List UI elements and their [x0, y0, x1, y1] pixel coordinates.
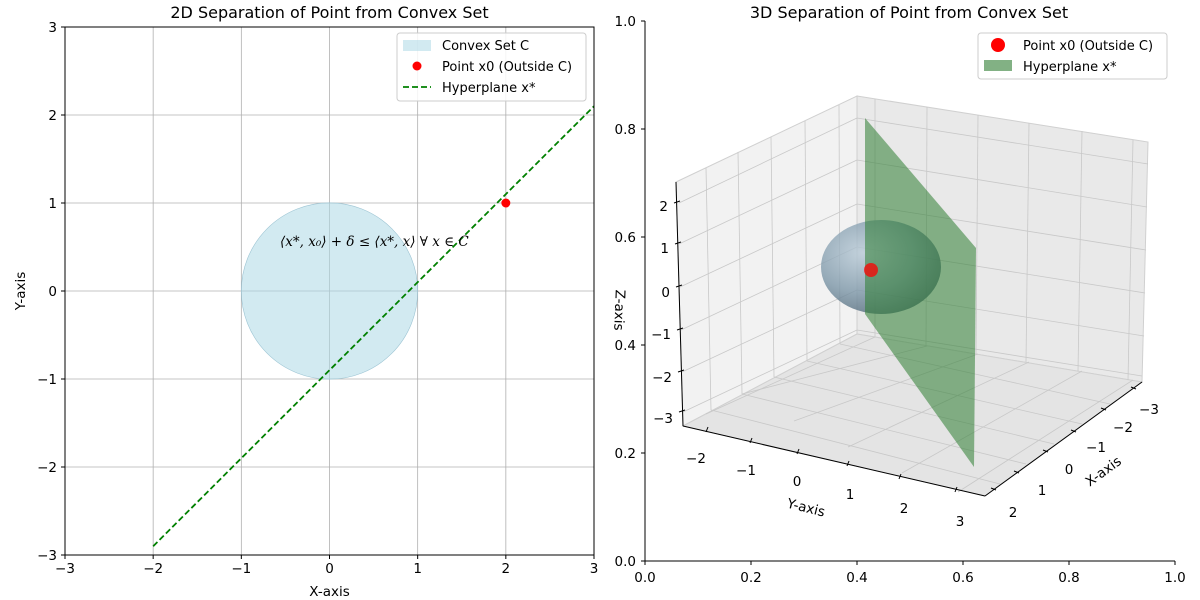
- chart-3d: 3D Separation of Point from Convex Set 0…: [610, 3, 1185, 586]
- outer-x-tick-label: 0.8: [1058, 570, 1079, 586]
- y-tick-label-3d: 2: [900, 501, 909, 517]
- outer-y-tick-label: 1.0: [615, 14, 636, 30]
- outer-y-tick-label: 0.2: [615, 446, 636, 462]
- x-axis-label-2d: X-axis: [309, 584, 350, 600]
- outer-ticks: 0.0 0.2 0.4 0.6 0.8 1.0 0.0 0.2 0.4 0.6 0.8 1.0: [615, 14, 1186, 586]
- legend-swatch-hyperplane-3d: [984, 60, 1012, 71]
- outer-y-tick-label: 0.6: [615, 230, 636, 246]
- y-tick-label: 2: [48, 108, 57, 124]
- y-tick-label: −3: [37, 548, 57, 564]
- y-tick-label-3d: −1: [736, 463, 756, 479]
- legend-label-hyperplane-3d: Hyperplane x*: [1023, 60, 1117, 75]
- outer-x-tick-label: 0.2: [740, 570, 761, 586]
- z-tick-label: 0: [661, 285, 670, 301]
- x-tick-label-3d: −2: [1113, 420, 1133, 436]
- z-tick-label: −2: [652, 370, 672, 386]
- outer-y-tick-label: 0.4: [615, 338, 636, 354]
- legend-2d: Convex Set C Point x0 (Outside C) Hyperp…: [396, 32, 587, 102]
- y-tick-label-3d: −2: [686, 451, 706, 467]
- chart-2d-title: 2D Separation of Point from Convex Set: [170, 3, 488, 22]
- separation-inequality-annotation: ⟨x*, x₀⟩ + δ ≤ ⟨x*, x⟩ ∀ x ∈ C: [280, 234, 469, 250]
- z-tick-label: 1: [660, 241, 669, 257]
- outer-y-tick-label: 0.8: [615, 122, 636, 138]
- outer-x-tick-label: 0.0: [634, 570, 655, 586]
- outer-x-tick-label: 0.4: [846, 570, 867, 586]
- outer-y-tick-label: 0.0: [615, 554, 636, 570]
- chart-3d-title: 3D Separation of Point from Convex Set: [750, 3, 1068, 22]
- convex-set-circle: [241, 202, 418, 380]
- y-tick-label-3d: 1: [846, 487, 855, 503]
- x-tick-label-3d: −3: [1139, 402, 1159, 418]
- x-tick-label: −3: [55, 561, 75, 577]
- x-tick-label: −2: [143, 561, 163, 577]
- z-tick-labels: 2 1 0 −1 −2 −3: [651, 199, 673, 427]
- chart-2d: 2D Separation of Point from Convex Set ⟨…: [13, 3, 598, 600]
- y-tick-label-3d: 3: [956, 514, 965, 530]
- outer-x-tick-label: 0.6: [952, 570, 973, 586]
- point-x0-marker: [501, 198, 511, 208]
- hyperplane-surface: [865, 118, 976, 467]
- legend-marker-point-3d: [991, 38, 1005, 52]
- x-tick-label: 2: [502, 561, 511, 577]
- x-tick-label-3d: −1: [1086, 440, 1106, 456]
- x-tick-label-3d: 0: [1065, 462, 1074, 478]
- point-x0-marker-3d: [864, 263, 878, 277]
- x-axis-line: [984, 381, 1143, 497]
- legend-label-point-3d: Point x0 (Outside C): [1023, 39, 1153, 54]
- x-tick-label: 3: [590, 561, 599, 577]
- z-axis-line: [675, 181, 684, 427]
- legend-label-hyperplane: Hyperplane x*: [442, 81, 536, 96]
- outer-x-tick-label: 1.0: [1164, 570, 1185, 586]
- y-tick-label: −2: [37, 460, 57, 476]
- y-axis-line: [682, 425, 986, 497]
- y-tick-label: −1: [37, 372, 57, 388]
- x-tick-label: 1: [413, 561, 422, 577]
- y-tick-label: 0: [48, 284, 57, 300]
- y-tick-label-3d: 0: [793, 474, 802, 490]
- legend-3d: Point x0 (Outside C) Hyperplane x*: [977, 32, 1168, 80]
- y-tick-labels-3d: −2 −1 0 1 2 3: [686, 451, 964, 530]
- legend-label-point: Point x0 (Outside C): [442, 60, 572, 75]
- legend-label-convex-set: Convex Set C: [442, 39, 529, 54]
- legend-swatch-convex-set: [403, 40, 431, 51]
- z-tick-label: 2: [659, 199, 668, 215]
- pane-grid: [678, 99, 1149, 493]
- z-axis-label-3d: Z-axis: [610, 289, 627, 330]
- y-axis-label-2d: Y-axis: [13, 272, 29, 312]
- x-tick-label: −1: [231, 561, 251, 577]
- x-axis-label-3d: X-axis: [1083, 453, 1125, 490]
- z-tick-label: −3: [653, 411, 673, 427]
- y-axis-label-3d: Y-axis: [784, 495, 826, 520]
- y-tick-label: 3: [48, 20, 57, 36]
- x-tick-labels-3d: −3 −2 −1 0 1 2: [1009, 402, 1159, 521]
- x-tick-label: 0: [325, 561, 334, 577]
- hyperplane-line: [152, 105, 594, 547]
- y-tick-label: 1: [48, 196, 57, 212]
- ticks-2d: −3 −2 −1 0 1 2 3 −3 −2 −1 0 1 2 3: [37, 20, 598, 577]
- z-tick-label: −1: [651, 327, 671, 343]
- legend-marker-point: [412, 61, 422, 71]
- x-tick-label-3d: 1: [1038, 483, 1047, 499]
- x-tick-label-3d: 2: [1009, 505, 1018, 521]
